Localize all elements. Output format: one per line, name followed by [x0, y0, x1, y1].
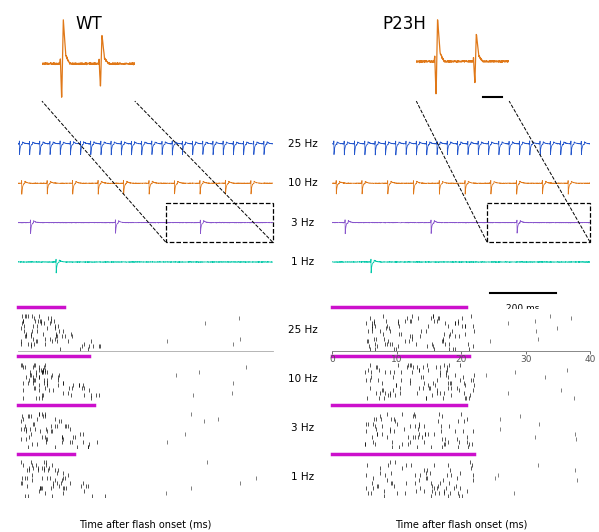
Text: Time after flash onset (ms): Time after flash onset (ms)	[395, 519, 527, 529]
Text: 3 Hz: 3 Hz	[291, 423, 314, 433]
Text: 3 Hz: 3 Hz	[291, 218, 314, 228]
Text: 1 Hz: 1 Hz	[291, 472, 314, 482]
Text: P23H: P23H	[383, 15, 426, 33]
Text: 200 ms: 200 ms	[506, 303, 540, 312]
Text: Time after flash onset (ms): Time after flash onset (ms)	[79, 519, 211, 529]
Text: 25 Hz: 25 Hz	[288, 325, 317, 335]
Text: 25 Hz: 25 Hz	[288, 139, 317, 149]
Text: 1 Hz: 1 Hz	[291, 257, 314, 267]
Text: 10 Hz: 10 Hz	[288, 374, 317, 384]
Text: 10 Hz: 10 Hz	[288, 178, 317, 188]
Text: WT: WT	[76, 15, 102, 33]
